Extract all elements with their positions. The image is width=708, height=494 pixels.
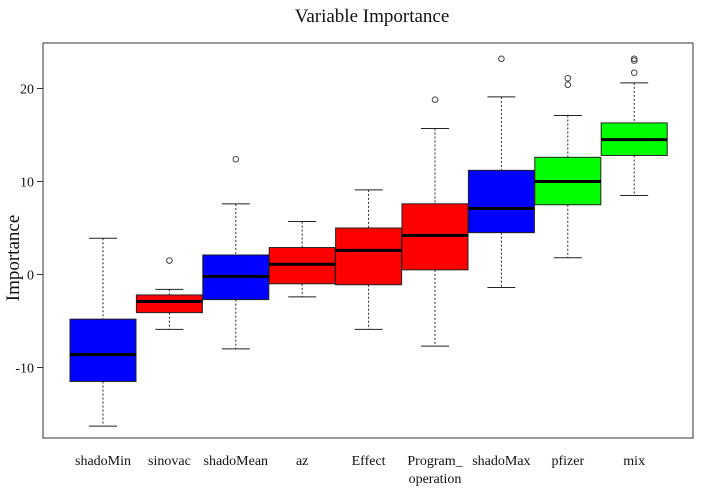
y-tick-label: -10 bbox=[15, 362, 34, 377]
y-tick-label: 0 bbox=[27, 269, 34, 284]
outlier-point bbox=[564, 81, 572, 89]
x-tick-label: Program_ bbox=[407, 454, 463, 469]
x-tick-label: Effect bbox=[352, 454, 386, 469]
box-program bbox=[401, 96, 469, 347]
y-tick-label: 10 bbox=[20, 176, 34, 191]
iqr-box bbox=[69, 318, 137, 382]
box-effect bbox=[335, 189, 403, 330]
outlier-point bbox=[630, 57, 638, 64]
x-tick-label: mix bbox=[623, 454, 645, 469]
outlier-point bbox=[630, 55, 638, 63]
box-sinovac bbox=[135, 257, 203, 330]
outlier-point bbox=[630, 69, 638, 76]
y-axis-label: Importance bbox=[3, 215, 24, 302]
outlier-point bbox=[166, 257, 173, 264]
x-axis-labels: shadoMin sinovac shadoMean az Effect Program_… bbox=[75, 454, 645, 487]
box-mix bbox=[600, 55, 668, 196]
box-shadomin bbox=[69, 237, 137, 427]
y-axis: -10 0 10 20 bbox=[15, 83, 43, 377]
box-az bbox=[268, 220, 336, 298]
box-shadomean bbox=[202, 155, 270, 350]
outlier-point bbox=[431, 96, 439, 103]
iqr-box bbox=[467, 169, 535, 234]
x-tick-label: sinovac bbox=[148, 454, 191, 469]
box-pfizer bbox=[534, 74, 602, 259]
box-shadomax bbox=[467, 55, 535, 289]
boxes bbox=[69, 55, 668, 427]
x-tick-label: shadoMin bbox=[75, 454, 131, 469]
outlier-point bbox=[232, 155, 240, 163]
outlier-point bbox=[564, 74, 572, 82]
x-tick-label: shadoMax bbox=[472, 454, 530, 469]
chart-title: Variable Importance bbox=[295, 6, 450, 27]
x-tick-label: az bbox=[296, 454, 308, 469]
x-tick-label: shadoMean bbox=[204, 454, 269, 469]
iqr-box bbox=[135, 294, 203, 314]
iqr-box bbox=[335, 227, 403, 286]
outlier-point bbox=[498, 55, 505, 63]
plot-frame bbox=[42, 42, 694, 439]
y-tick-label: 20 bbox=[20, 83, 34, 98]
x-tick-label: pfizer bbox=[551, 454, 584, 469]
x-tick-label-line2: operation bbox=[409, 472, 462, 487]
